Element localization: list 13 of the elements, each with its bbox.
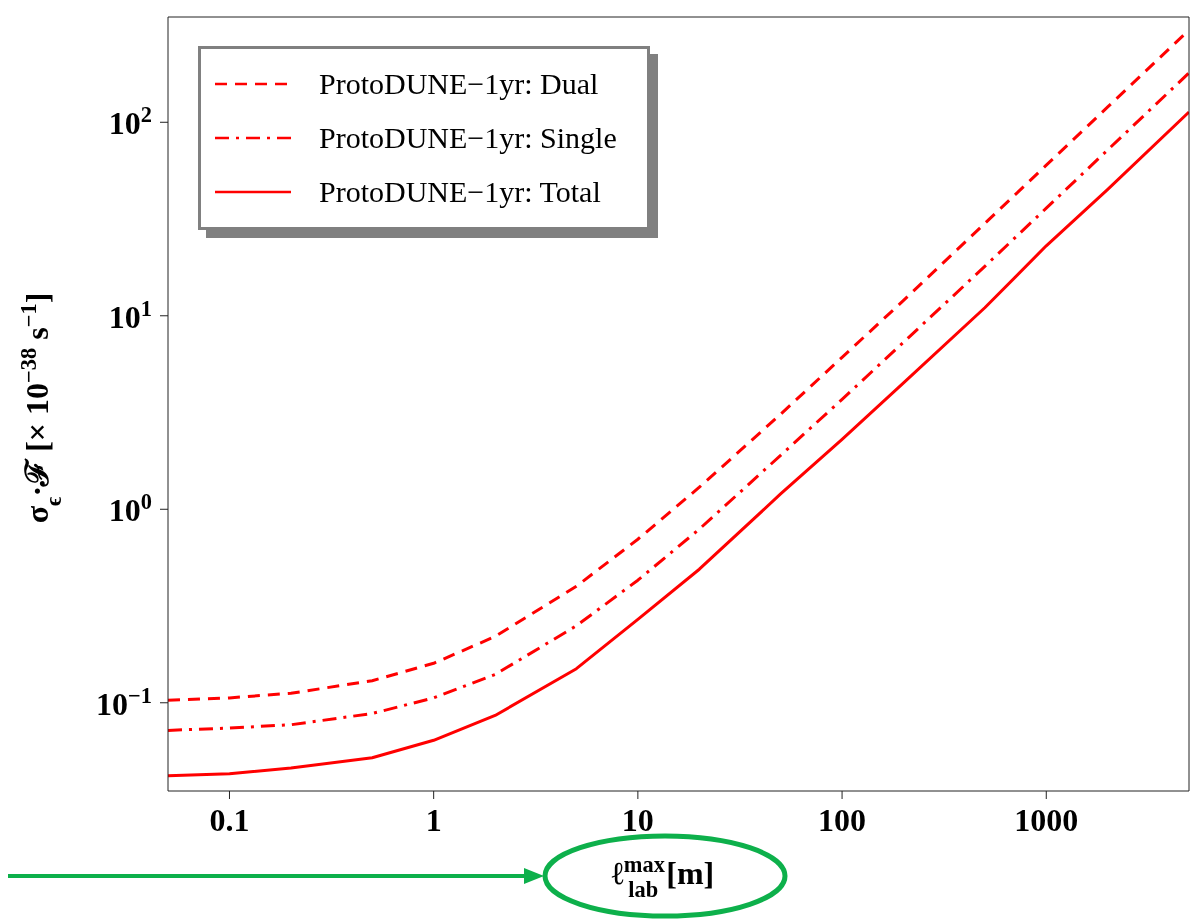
legend-label: ProtoDUNE−1yr: Single <box>319 121 617 155</box>
x-tick-label: 0.1 <box>209 802 250 838</box>
x-tick-label: 10 <box>621 802 654 838</box>
legend-label: ProtoDUNE−1yr: Total <box>319 175 601 209</box>
y-tick-label: 10$^{2}$ <box>108 101 152 142</box>
y-tick-label: 10$^{1}$ <box>108 295 152 335</box>
x-tick-label: 1000 <box>1014 802 1079 838</box>
y-tick-label: 10$^{−1}$ <box>96 682 152 722</box>
legend-label: ProtoDUNE−1yr: Dual <box>319 67 599 101</box>
x-axis-title: ℓ$^{max}$$_{lab}$ [m] <box>611 851 715 902</box>
x-tick-label: 1 <box>425 802 442 838</box>
x-tick-label: 100 <box>818 802 867 838</box>
y-tick-label: 10$^{0}$ <box>108 488 152 529</box>
